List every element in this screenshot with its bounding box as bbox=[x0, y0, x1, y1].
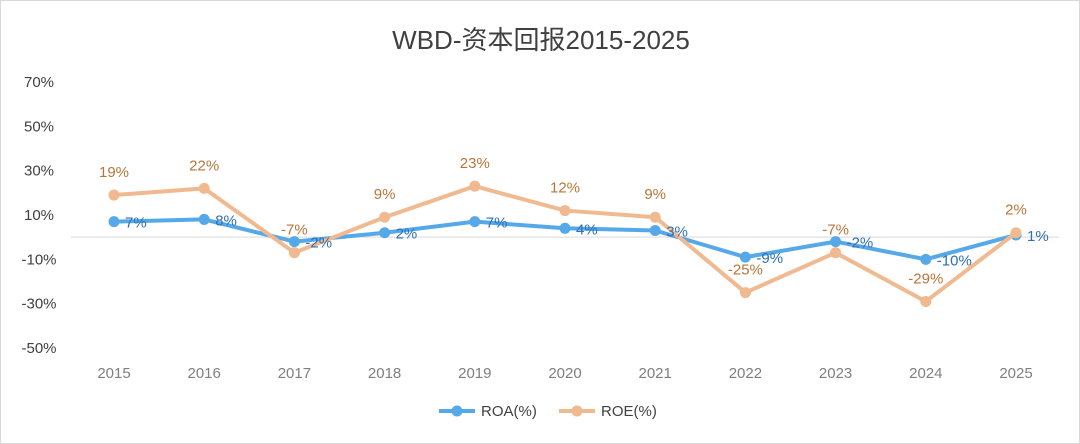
roa-point[interactable] bbox=[379, 227, 391, 239]
legend-marker bbox=[571, 405, 583, 417]
roa-data-label: 1% bbox=[1027, 228, 1049, 245]
y-tick-label: -50% bbox=[21, 340, 56, 357]
x-tick-label: 2022 bbox=[729, 365, 762, 382]
x-tick-label: 2025 bbox=[999, 365, 1032, 382]
roa-data-label: 7% bbox=[486, 215, 508, 232]
roa-point[interactable] bbox=[108, 216, 120, 228]
roe-data-label: -7% bbox=[281, 222, 308, 239]
roa-data-label: -9% bbox=[756, 250, 783, 267]
x-tick-label: 2018 bbox=[368, 365, 401, 382]
roe-point[interactable] bbox=[830, 247, 842, 259]
roe-point[interactable] bbox=[288, 247, 300, 259]
roe-point[interactable] bbox=[649, 211, 661, 223]
x-tick-label: 2017 bbox=[278, 365, 311, 382]
roa-data-label: 4% bbox=[576, 221, 598, 238]
roa-data-label: -2% bbox=[847, 235, 874, 252]
roe-data-label: -7% bbox=[822, 222, 849, 239]
roa-data-label: 2% bbox=[396, 226, 418, 243]
roe-point[interactable] bbox=[559, 205, 571, 217]
y-tick-label: 30% bbox=[24, 163, 54, 180]
roa-point[interactable] bbox=[920, 253, 932, 265]
roa-data-label: 8% bbox=[215, 212, 237, 229]
legend-label: ROA(%) bbox=[481, 403, 537, 420]
x-tick-label: 2024 bbox=[909, 365, 942, 382]
series-line-roe bbox=[113, 184, 1018, 304]
roa-data-label: 7% bbox=[125, 215, 147, 232]
roa-point[interactable] bbox=[288, 236, 300, 248]
y-tick-label: 10% bbox=[24, 207, 54, 224]
roa-data-label: 3% bbox=[666, 224, 688, 241]
roa-point[interactable] bbox=[739, 251, 751, 263]
y-tick-label: 50% bbox=[24, 118, 54, 135]
roe-point[interactable] bbox=[920, 295, 932, 307]
roe-point[interactable] bbox=[739, 287, 751, 299]
legend-item-roa[interactable]: ROA(%) bbox=[439, 403, 537, 420]
roa-point[interactable] bbox=[830, 236, 842, 248]
roe-data-label: 12% bbox=[550, 180, 580, 197]
x-tick-label: 2016 bbox=[188, 365, 221, 382]
roa-point[interactable] bbox=[198, 213, 210, 225]
y-tick-label: -10% bbox=[21, 251, 56, 268]
roe-data-label: 2% bbox=[1005, 202, 1027, 219]
roe-data-label: -25% bbox=[728, 262, 763, 279]
x-tick-label: 2023 bbox=[819, 365, 852, 382]
x-axis: 2015 2016 2017 2018 2019 2020 2021 2022 2023 2024… bbox=[71, 236, 1059, 382]
roe-data-label: 22% bbox=[189, 157, 219, 174]
roa-point[interactable] bbox=[559, 222, 571, 234]
roe-point[interactable] bbox=[379, 211, 391, 223]
roe-point[interactable] bbox=[1010, 227, 1022, 239]
legend-item-roe[interactable]: ROE(%) bbox=[559, 403, 657, 420]
x-tick-label: 2021 bbox=[639, 365, 672, 382]
plot-area: 7% 8% -2% 2% 7% 4% 3% -9% -2% -10% 1% 19% 22% -7% 9% 23… bbox=[99, 155, 1049, 307]
y-tick-label: -30% bbox=[21, 296, 56, 313]
roa-point[interactable] bbox=[469, 216, 481, 228]
roe-point[interactable] bbox=[108, 189, 120, 201]
legend[interactable]: ROA(%) ROE(%) bbox=[439, 403, 657, 420]
y-tick-label: 70% bbox=[24, 74, 54, 91]
x-tick-label: 2019 bbox=[458, 365, 491, 382]
roa-data-label: -2% bbox=[305, 235, 332, 252]
roe-point[interactable] bbox=[469, 180, 481, 192]
x-tick-label: 2015 bbox=[97, 365, 130, 382]
y-axis: 70% 50% 30% 10% -10% -30% -50% bbox=[21, 74, 56, 357]
roa-point[interactable] bbox=[649, 225, 661, 237]
legend-label: ROE(%) bbox=[601, 403, 657, 420]
roe-data-label: 19% bbox=[99, 164, 129, 181]
roe-data-label: 9% bbox=[644, 186, 666, 203]
roa-data-label: -10% bbox=[937, 252, 972, 269]
x-tick-label: 2020 bbox=[548, 365, 581, 382]
legend-marker bbox=[451, 405, 463, 417]
roe-data-label: -29% bbox=[908, 270, 943, 287]
roe-data-label: 9% bbox=[374, 186, 396, 203]
roe-point[interactable] bbox=[198, 182, 210, 194]
chart-title: WBD-资本回报2015-2025 bbox=[392, 25, 690, 55]
roe-data-label: 23% bbox=[460, 155, 490, 172]
